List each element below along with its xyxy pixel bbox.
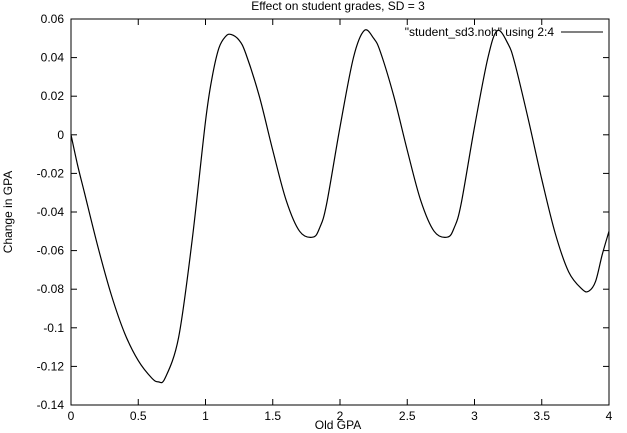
x-tick-label: 4: [606, 409, 613, 423]
y-tick-label: -0.06: [37, 244, 65, 258]
x-tick-label: 0: [68, 409, 75, 423]
y-axis: 0.06 0.04 0.02 0 -0.02 -0.04 -0.06 -0.08 -0.1 -0.…: [37, 12, 609, 412]
x-tick-label: 3.5: [533, 409, 550, 423]
x-tick-label: 0.5: [130, 409, 147, 423]
plot-frame: [70, 18, 610, 406]
x-tick-label: 1.5: [264, 409, 281, 423]
legend: "student_sd3.noh" using 2:4: [405, 25, 603, 39]
y-tick-label: 0.04: [41, 51, 65, 65]
y-axis-label: Change in GPA: [1, 171, 15, 254]
y-tick-label: -0.04: [37, 205, 65, 219]
x-tick-label: 1: [202, 409, 209, 423]
y-tick-label: 0.02: [41, 89, 65, 103]
y-tick-label: -0.14: [37, 398, 65, 412]
x-tick-label: 3: [471, 409, 478, 423]
x-axis: 0 0.5 1 1.5 2 2.5 3 3.5 4: [68, 19, 613, 423]
chart-title: Effect on student grades, SD = 3: [251, 0, 425, 13]
y-tick-label: -0.08: [37, 282, 65, 296]
y-tick-label: -0.12: [37, 359, 65, 373]
series-line: [70, 29, 610, 384]
y-tick-label: -0.1: [43, 321, 64, 335]
y-tick-label: 0: [57, 128, 64, 142]
legend-label: "student_sd3.noh" using 2:4: [405, 25, 555, 39]
y-tick-label: 0.06: [41, 12, 65, 26]
y-tick-label: -0.02: [37, 166, 65, 180]
x-axis-label: Old GPA: [315, 418, 361, 432]
x-tick-label: 2: [337, 409, 344, 423]
x-tick-label: 2.5: [399, 409, 416, 423]
